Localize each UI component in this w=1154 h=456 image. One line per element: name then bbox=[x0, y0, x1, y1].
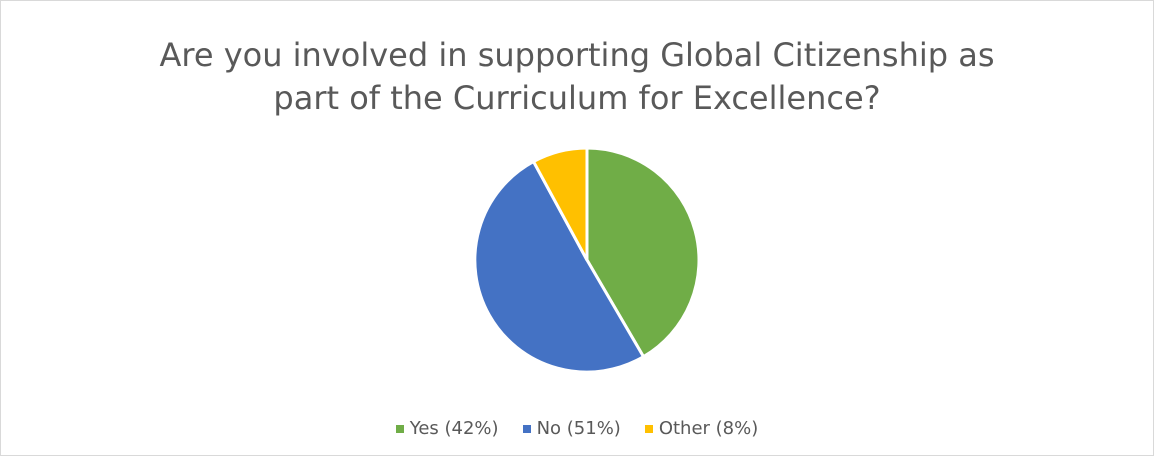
chart-title-line-2: part of the Curriculum for Excellence? bbox=[273, 79, 881, 117]
legend-swatch-no bbox=[522, 424, 531, 433]
legend-label-no: No (51%) bbox=[536, 418, 621, 439]
pie-slice-no bbox=[473, 160, 645, 374]
pie-slice-yes bbox=[585, 146, 701, 359]
legend-item-other: Other (8%) bbox=[644, 418, 759, 439]
chart-legend: Yes (42%) No (51%) Other (8%) bbox=[0, 418, 1154, 439]
legend-item-yes: Yes (42%) bbox=[395, 418, 499, 439]
legend-label-other: Other (8%) bbox=[658, 418, 759, 439]
legend-item-no: No (51%) bbox=[522, 418, 621, 439]
chart-title-line-1: Are you involved in supporting Global Ci… bbox=[159, 36, 995, 74]
legend-label-yes: Yes (42%) bbox=[409, 418, 499, 439]
legend-swatch-other bbox=[644, 424, 653, 433]
pie-slices bbox=[473, 146, 701, 374]
pie-slice-other bbox=[532, 146, 589, 262]
legend-swatch-yes bbox=[395, 424, 404, 433]
chart-title: Are you involved in supporting Global Ci… bbox=[0, 34, 1154, 120]
